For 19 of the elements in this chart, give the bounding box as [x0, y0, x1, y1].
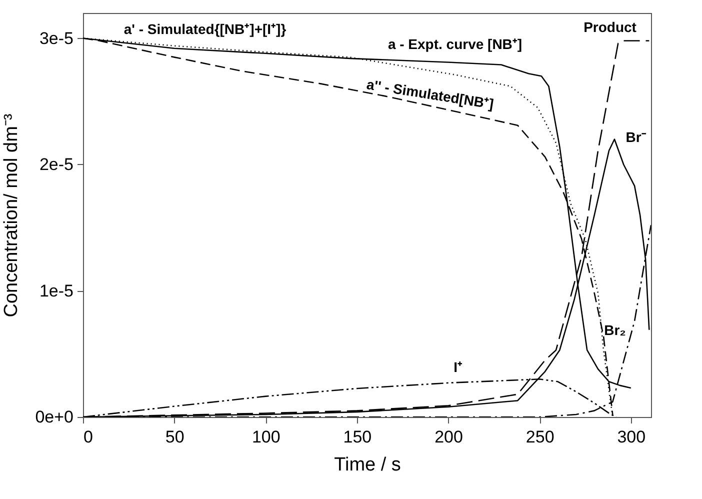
- y-tick-label: 3e-5: [39, 28, 74, 48]
- x-tick-label: 300: [617, 428, 646, 446]
- series-label: Product: [584, 19, 637, 35]
- x-tick-label: 250: [526, 428, 554, 446]
- x-axis-title: Time / s: [334, 454, 401, 476]
- x-tick-label: 50: [165, 428, 184, 446]
- y-axis-title: Concentration/ mol dm⁻³: [1, 114, 22, 318]
- y-tick-label: 0e+0: [35, 408, 74, 426]
- series-label: I⁺: [454, 359, 462, 375]
- x-tick-label: 0: [84, 428, 93, 446]
- y-tick-label: 2e-5: [39, 155, 74, 174]
- x-tick-label: 150: [343, 428, 372, 446]
- series-label: Br⁻: [626, 129, 646, 145]
- y-tick-label: 1e-5: [39, 281, 74, 300]
- series-label: a - Expt. curve [NB⁺]: [388, 36, 522, 52]
- series-label: Br₂: [604, 322, 626, 338]
- x-tick-label: 200: [434, 428, 463, 446]
- series-label: a' - Simulated{[NB⁺]+[I⁺]}: [124, 21, 287, 37]
- x-tick-label: 100: [252, 428, 280, 446]
